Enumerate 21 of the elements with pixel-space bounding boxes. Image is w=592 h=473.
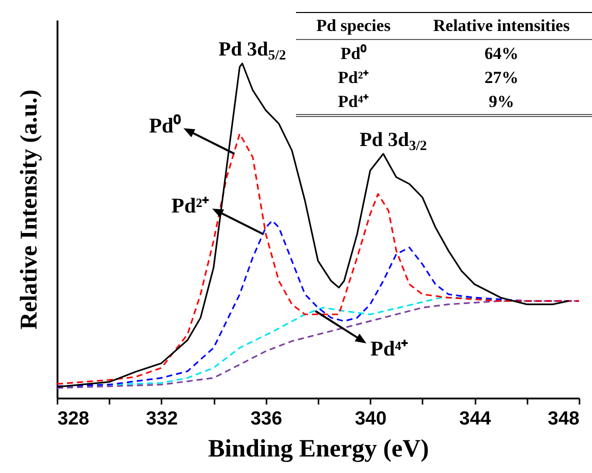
annotation: 27% [484, 67, 520, 89]
annotation: 9% [488, 91, 516, 113]
x-tick-label: 340 [354, 408, 387, 430]
annotation: Pd⁴⁺ [337, 91, 370, 113]
x-tick-label: 328 [58, 408, 90, 430]
annotation: Pd⁴⁺ [370, 336, 408, 360]
annotation: Pd⁰ [148, 113, 182, 138]
text: 64% [484, 43, 520, 65]
annotation: Pd²⁺ [171, 194, 210, 218]
text: Pd species [315, 15, 392, 37]
x-tick-label: 344 [459, 408, 492, 430]
annotation: Pd 3d$_{3/2}$ [360, 128, 427, 154]
text: Pd⁰ [340, 43, 368, 65]
annotation: Pd²⁺ [337, 67, 370, 89]
text: Relative intensities [432, 15, 571, 37]
y-axis-title: Relative Intensity (a.u.) [16, 90, 42, 330]
x-tick-label: 348 [548, 408, 580, 430]
x-tick-label: 336 [250, 408, 282, 430]
x-tick-label: 332 [146, 408, 178, 430]
annotation: Pd 3d$_{5/2}$ [218, 38, 286, 64]
x-axis-title: Binding Energy (eV) [208, 436, 429, 462]
